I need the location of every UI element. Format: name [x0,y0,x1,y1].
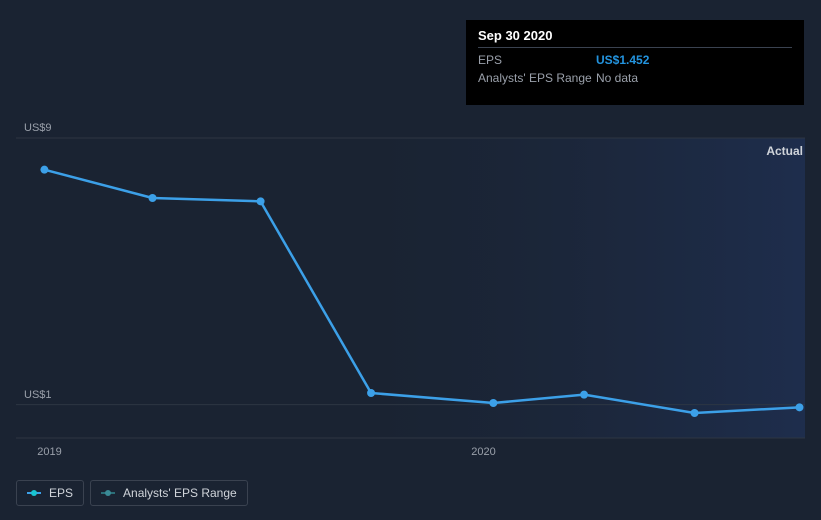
data-tooltip: Sep 30 2020 EPS US$1.452 Analysts' EPS R… [466,20,804,105]
y-axis-label: US$9 [24,122,52,134]
legend-label: EPS [49,486,73,500]
y-axis-label: US$1 [24,389,52,401]
actual-region-label: Actual [766,144,803,158]
tooltip-value: US$1.452 [596,53,649,67]
tooltip-value: No data [596,71,638,85]
legend-label: Analysts' EPS Range [123,486,237,500]
chart-legend: EPS Analysts' EPS Range [16,480,248,506]
legend-item-analysts-range[interactable]: Analysts' EPS Range [90,480,248,506]
tooltip-label: EPS [478,53,596,67]
line-marker-icon [101,489,115,497]
tooltip-date: Sep 30 2020 [478,28,792,48]
x-axis-label: 2020 [471,446,495,458]
legend-item-eps[interactable]: EPS [16,480,84,506]
tooltip-row: EPS US$1.452 [478,51,792,69]
x-axis-label: 2019 [37,446,61,458]
tooltip-row: Analysts' EPS Range No data [478,69,792,87]
tooltip-label: Analysts' EPS Range [478,71,596,85]
line-marker-icon [27,489,41,497]
